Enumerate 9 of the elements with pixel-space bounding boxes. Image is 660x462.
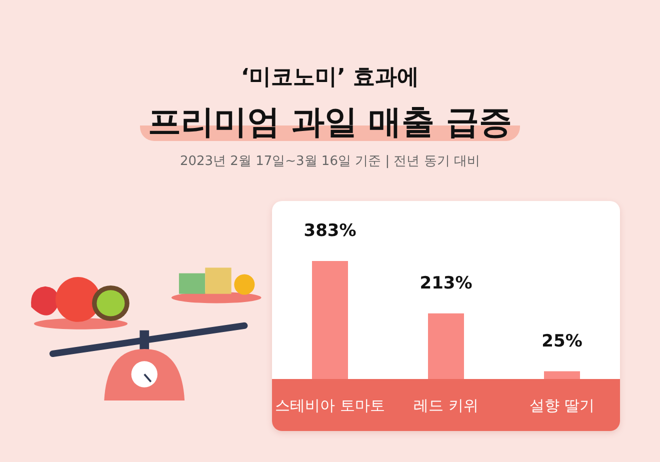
text: ‘미코노미’ 효과에 bbox=[240, 64, 420, 92]
chart-title: 프리미엄 과일 매출 급증 bbox=[140, 102, 520, 141]
x-tick-label: 레드 키위 bbox=[414, 396, 478, 414]
chart-subtitle: 2023년 2월 17일~3월 16일 기준 | 전년 동기 대비 bbox=[178, 153, 482, 170]
x-tick-label: 설향 딸기 bbox=[530, 396, 594, 414]
x-tick-label: 스테비아 토마토 bbox=[275, 396, 385, 414]
data-label: 25% bbox=[542, 331, 582, 352]
data-label: 213% bbox=[420, 273, 472, 294]
data-label: 383% bbox=[304, 221, 356, 241]
